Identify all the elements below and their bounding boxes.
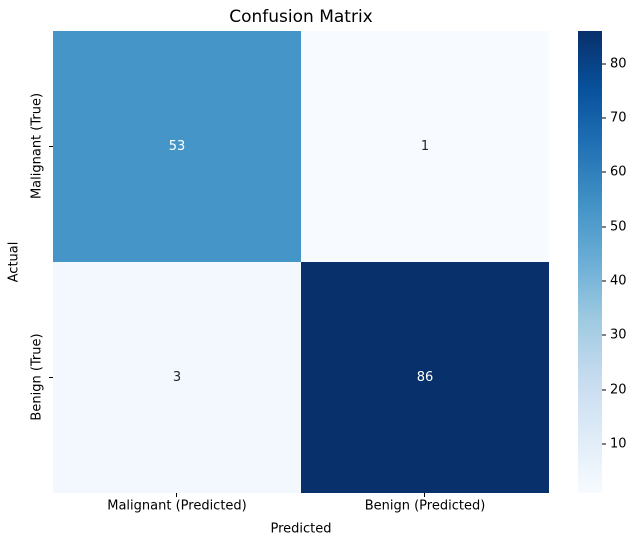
colorbar-tick-label: 20 [610,382,627,398]
colorbar-tick-mark [602,117,606,119]
y-tick-label-benign: Benign (True) [29,333,45,421]
colorbar-tick-label: 60 [610,164,627,180]
colorbar-tick: 20 [602,383,627,396]
heatmap-cell-true-malignant-pred-benign: 1 [301,31,549,262]
colorbar-tick-label: 30 [610,327,627,343]
colorbar-tick-mark [602,280,606,282]
colorbar-tick-label: 10 [610,436,627,452]
colorbar: 10 20 30 40 50 60 70 80 [578,31,627,493]
y-tick-mark [49,377,53,378]
colorbar-tick: 70 [602,111,627,124]
colorbar-tick-label: 70 [610,110,627,126]
x-tick-mark [176,493,177,497]
colorbar-tick: 30 [602,329,627,342]
x-tick-label-malignant: Malignant (Predicted) [107,498,247,514]
colorbar-tick-label: 50 [610,219,627,235]
colorbar-gradient [578,31,602,493]
heatmap: 53 1 3 86 [53,31,549,493]
chart-title: Confusion Matrix [229,7,373,27]
y-tick-mark [49,146,53,147]
colorbar-tick: 40 [602,275,627,288]
y-tick-label-malignant: Malignant (True) [29,92,45,200]
colorbar-tick: 50 [602,220,627,233]
colorbar-tick-label: 40 [610,273,627,289]
heatmap-cell-true-benign-pred-benign: 86 [301,262,549,493]
colorbar-tick-mark [602,171,606,173]
colorbar-tick: 10 [602,438,627,451]
x-tick-label-benign: Benign (Predicted) [364,498,486,514]
colorbar-tick: 80 [602,57,627,70]
colorbar-tick: 60 [602,166,627,179]
y-axis-label: Actual [6,241,22,283]
heatmap-cell-true-malignant-pred-malignant: 53 [53,31,301,262]
heatmap-cell-true-benign-pred-malignant: 3 [53,262,301,493]
colorbar-tick-mark [602,443,606,445]
x-axis-label: Predicted [270,521,332,537]
colorbar-tick-mark [602,226,606,228]
x-tick-mark [424,493,425,497]
colorbar-tick-mark [602,389,606,391]
colorbar-tick-mark [602,334,606,336]
colorbar-tick-label: 80 [610,56,627,72]
colorbar-tick-mark [602,63,606,65]
